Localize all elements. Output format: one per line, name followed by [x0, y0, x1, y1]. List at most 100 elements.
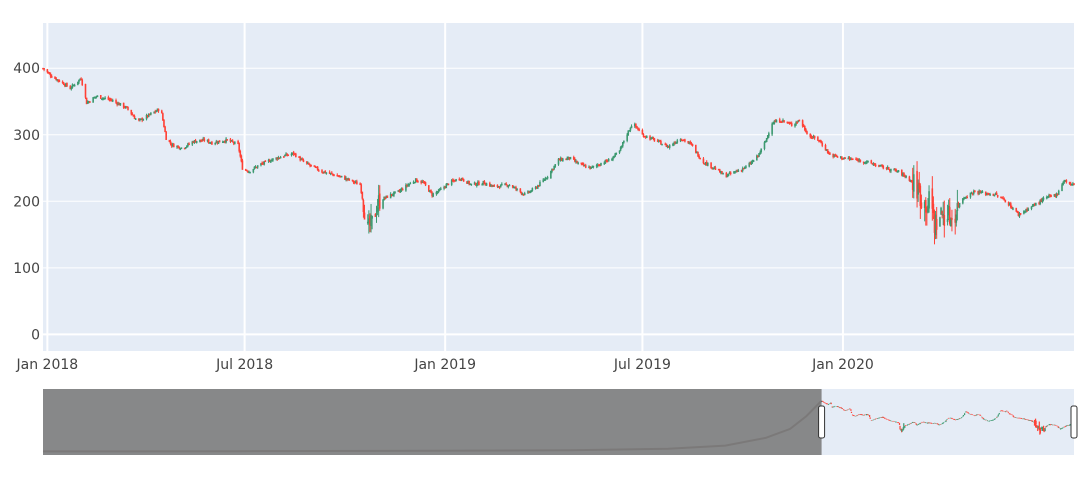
candle-body [908, 176, 911, 181]
candle [1011, 205, 1013, 210]
candle [81, 78, 84, 87]
candle [122, 102, 125, 109]
candle [599, 163, 601, 167]
candle [239, 149, 242, 158]
candle-body [49, 73, 52, 77]
candle-body [871, 162, 874, 165]
candle [981, 190, 984, 193]
candle-body [405, 184, 407, 191]
candle-body [687, 140, 689, 144]
candle [941, 210, 943, 219]
candle [882, 164, 885, 170]
candle [461, 177, 464, 181]
candle [796, 121, 798, 124]
candle [604, 159, 607, 164]
candle [179, 147, 182, 151]
candle-body [972, 190, 975, 194]
candle-body [134, 118, 137, 120]
candle [231, 139, 234, 143]
candle [756, 154, 758, 161]
candle [660, 139, 662, 145]
candle [550, 170, 552, 179]
candle [645, 135, 648, 139]
candle [252, 168, 255, 174]
candle-body [520, 191, 523, 195]
candle [530, 190, 533, 193]
range-slider[interactable] [42, 389, 1078, 455]
candle [240, 154, 243, 163]
candle [630, 124, 633, 129]
candle [750, 160, 753, 165]
candle [168, 139, 171, 143]
candle-body [127, 106, 129, 110]
candle [813, 135, 816, 140]
candle-body [290, 153, 293, 156]
candle-body [393, 191, 395, 196]
candle-body [1012, 208, 1014, 210]
candle-body [805, 129, 807, 133]
candle [725, 171, 728, 178]
candle [714, 165, 717, 170]
candle [545, 177, 548, 180]
candle [1018, 211, 1021, 218]
candle-body [328, 171, 331, 174]
candle [636, 125, 638, 129]
candle-body [989, 194, 991, 196]
candle [359, 182, 361, 186]
range-slider-right-handle[interactable] [1070, 405, 1078, 439]
x-tick-label: Jan 2018 [16, 357, 79, 373]
candle-body [164, 126, 166, 133]
candle [966, 195, 968, 199]
candle-body [851, 158, 854, 161]
x-axis: Jan 2018 Jul 2018 Jan 2019 Jul 2019 Jan 2020 [16, 357, 874, 373]
candle [290, 152, 293, 157]
candle-body [599, 164, 601, 167]
candle [768, 131, 770, 138]
candle [269, 159, 272, 163]
candle [1047, 196, 1049, 199]
candle-body [1009, 203, 1012, 208]
candle [641, 128, 644, 135]
candle [435, 190, 438, 196]
candle-body [1004, 199, 1007, 203]
candle [405, 183, 407, 192]
candle-body [295, 153, 297, 158]
candle [726, 173, 729, 178]
candle-body [531, 188, 534, 191]
candle-body [569, 156, 572, 160]
candle [180, 147, 183, 150]
candle-body [897, 170, 900, 172]
candle-body [756, 155, 758, 161]
x-tick-label: Jul 2018 [215, 357, 273, 373]
candle-body [536, 185, 539, 189]
candle [310, 164, 312, 167]
candle-body [299, 156, 302, 161]
candle [376, 198, 379, 215]
candle-body [572, 156, 575, 160]
candle [1003, 197, 1006, 201]
candle [619, 146, 622, 152]
candle-body [409, 182, 412, 185]
candle [515, 185, 517, 192]
candle-body [950, 219, 952, 227]
candle [62, 81, 65, 86]
candle [551, 168, 553, 174]
candle [1012, 207, 1014, 211]
candle-body [806, 131, 808, 135]
candle [916, 161, 918, 208]
candle [935, 207, 938, 239]
range-slider-left-handle[interactable] [818, 405, 826, 439]
candle [806, 130, 808, 135]
candle [817, 135, 819, 141]
candle-body [920, 202, 923, 209]
candle-body [905, 175, 907, 178]
candle [292, 150, 295, 157]
candle [455, 178, 457, 182]
candle [283, 155, 285, 158]
candle [871, 162, 874, 165]
candle-body [652, 137, 655, 140]
candle-body [231, 140, 234, 143]
candle [519, 188, 522, 194]
candle-body [958, 202, 961, 208]
candle-body [292, 151, 295, 155]
